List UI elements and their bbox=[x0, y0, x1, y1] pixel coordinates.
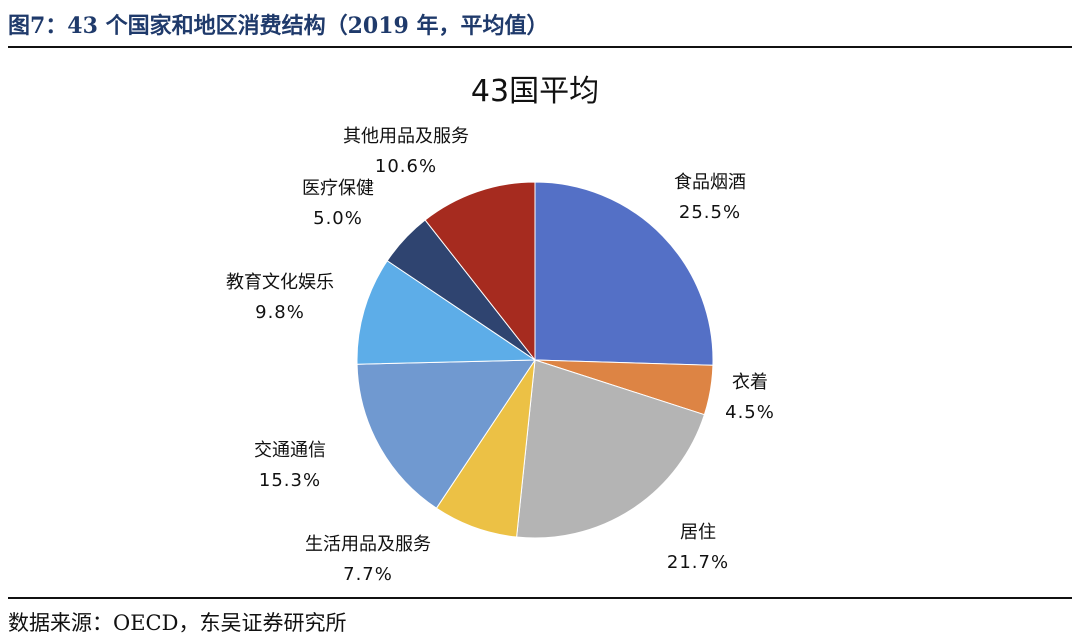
slice-label-1: 食品烟酒 bbox=[674, 172, 746, 193]
slice-label-5: 交通通信 bbox=[254, 440, 326, 461]
pie-labels: 食品烟酒 25.5% 衣着 4.5% 居住 21.7% 生活用品及服务 7.7% 交通通信 15.… bbox=[226, 126, 775, 585]
slice-value-1: 25.5% bbox=[679, 202, 741, 223]
pie-slice-3 bbox=[516, 359, 706, 539]
pie-slice-8 bbox=[424, 181, 536, 362]
top-divider bbox=[8, 46, 1072, 48]
chart-area: 43国平均 食品烟酒 25.5% 衣着 4.5% 居住 21.7% 生活用品及服务 7.7% 交… bbox=[90, 58, 990, 592]
slice-value-8: 10.6% bbox=[375, 156, 437, 177]
pie-chart: 43国平均 食品烟酒 25.5% 衣着 4.5% 居住 21.7% 生活用品及服务 7.7% 交… bbox=[226, 74, 775, 585]
slice-value-6: 9.8% bbox=[255, 302, 305, 323]
slice-label-3: 居住 bbox=[680, 522, 716, 543]
slice-value-3: 21.7% bbox=[667, 552, 729, 573]
slice-label-6: 教育文化娱乐 bbox=[226, 272, 334, 293]
slice-value-4: 7.7% bbox=[343, 564, 393, 585]
slice-label-4: 生活用品及服务 bbox=[305, 534, 431, 555]
slice-label-8: 其他用品及服务 bbox=[343, 126, 469, 147]
slice-label-2: 衣着 bbox=[732, 372, 768, 393]
slice-value-5: 15.3% bbox=[259, 470, 321, 491]
pie-slice-6 bbox=[356, 260, 537, 365]
figure-caption: 图7：43 个国家和地区消费结构（2019 年，平均值） bbox=[8, 13, 549, 39]
slice-value-2: 4.5% bbox=[725, 402, 775, 423]
source-note: 数据来源：OECD，东吴证券研究所 bbox=[8, 611, 347, 635]
slice-label-7: 医疗保健 bbox=[302, 178, 374, 199]
slice-value-7: 5.0% bbox=[313, 208, 363, 229]
pie-slices bbox=[356, 181, 714, 539]
pie-slice-1 bbox=[534, 181, 714, 366]
pie-slice-5 bbox=[356, 359, 536, 509]
bottom-divider bbox=[8, 597, 1072, 599]
chart-title: 43国平均 bbox=[471, 74, 599, 109]
